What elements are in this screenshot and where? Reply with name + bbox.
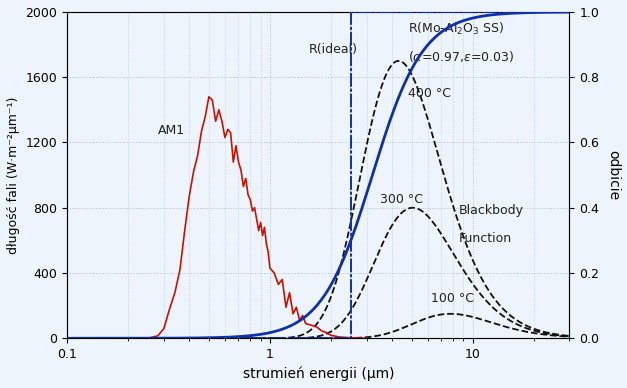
Text: ($\alpha$=0.97,$\varepsilon$=0.03): ($\alpha$=0.97,$\varepsilon$=0.03) <box>408 49 514 64</box>
X-axis label: strumień energii (μm): strumień energii (μm) <box>243 367 394 381</box>
Text: Blackbody: Blackbody <box>458 204 524 217</box>
Text: 300 °C: 300 °C <box>380 193 423 206</box>
Y-axis label: długość fali (W·m⁻²µm⁻¹): długość fali (W·m⁻²µm⁻¹) <box>7 97 20 254</box>
Text: R(ideal): R(ideal) <box>308 43 357 56</box>
Text: AM1: AM1 <box>158 124 185 137</box>
Text: Function: Function <box>458 232 512 245</box>
Y-axis label: odbicie: odbicie <box>606 150 620 200</box>
Text: R(Mo-Al$_2$O$_3$ SS): R(Mo-Al$_2$O$_3$ SS) <box>408 21 504 37</box>
Text: 100 °C: 100 °C <box>431 293 473 305</box>
Text: 400 °C: 400 °C <box>408 87 451 100</box>
